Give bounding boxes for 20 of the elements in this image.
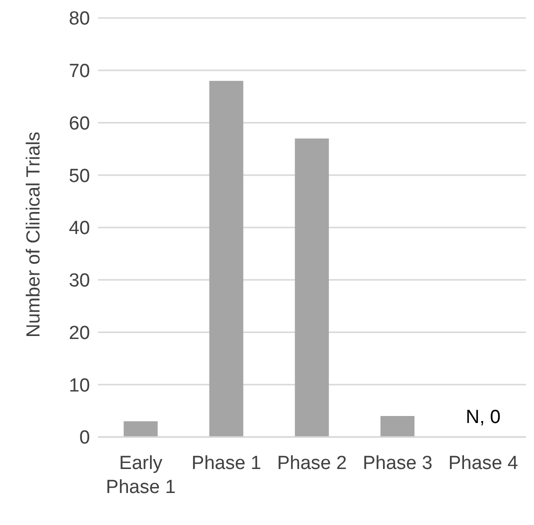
annotation: N, 0 bbox=[466, 407, 501, 428]
y-tick-label: 80 bbox=[68, 8, 90, 30]
x-tick-label: Early Phase 1 bbox=[106, 453, 176, 498]
y-tick-label: 30 bbox=[68, 270, 90, 292]
bar bbox=[380, 416, 414, 437]
y-tick-label: 50 bbox=[68, 166, 90, 187]
y-tick-label: 20 bbox=[68, 322, 90, 344]
y-axis-title: Number of Clinical Trials bbox=[24, 132, 45, 338]
y-tick-label: 70 bbox=[68, 61, 90, 82]
x-tick-label: Phase 3 bbox=[362, 453, 432, 474]
x-tick-label: Phase 2 bbox=[277, 453, 347, 474]
x-tick-label: Phase 4 bbox=[448, 453, 518, 474]
x-tick-label: Phase 1 bbox=[192, 453, 262, 474]
bar bbox=[124, 421, 158, 437]
bar bbox=[294, 138, 329, 437]
y-tick-label: 60 bbox=[68, 113, 90, 134]
bar bbox=[209, 80, 244, 437]
y-tick-label: 10 bbox=[68, 375, 90, 396]
y-tick-label: 40 bbox=[68, 218, 90, 240]
y-tick-label: 0 bbox=[79, 428, 90, 449]
